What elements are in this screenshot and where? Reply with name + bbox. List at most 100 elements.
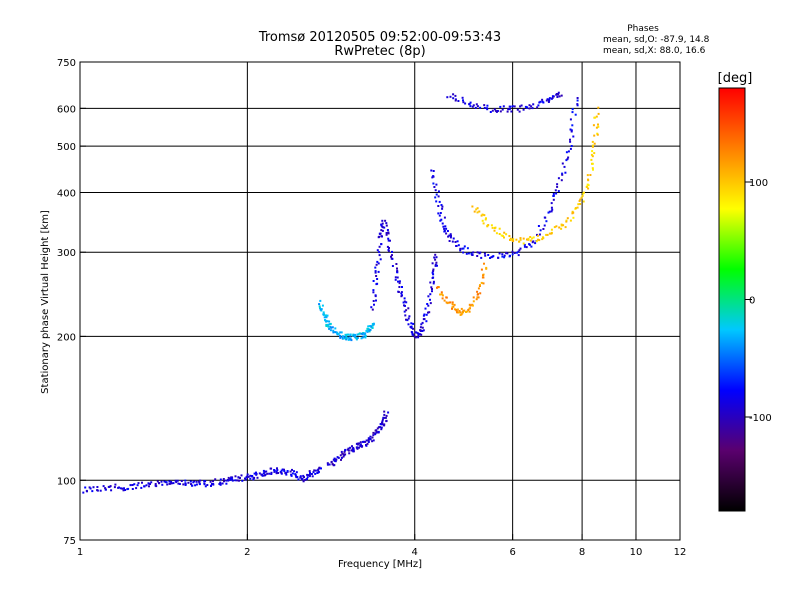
data-point: [364, 334, 367, 337]
data-point: [576, 103, 579, 106]
data-point: [511, 250, 514, 253]
data-point: [110, 489, 113, 492]
data-point: [482, 282, 485, 285]
data-point: [593, 134, 596, 137]
data-point: [263, 474, 266, 477]
data-point: [352, 448, 355, 451]
data-point: [452, 97, 455, 100]
data-point: [212, 483, 215, 486]
data-point: [366, 442, 369, 445]
data-point: [163, 480, 166, 483]
data-point: [481, 213, 484, 216]
data-point: [434, 253, 437, 256]
data-point: [421, 321, 424, 324]
data-point: [306, 473, 309, 476]
data-point: [522, 242, 525, 245]
data-point: [472, 104, 475, 107]
data-point: [377, 270, 380, 273]
data-point: [546, 233, 549, 236]
data-point: [372, 291, 375, 294]
x-tick-label: 6: [509, 547, 515, 558]
data-point: [362, 332, 365, 334]
data-point: [340, 456, 343, 459]
data-point: [569, 140, 572, 143]
data-point: [483, 214, 486, 217]
data-point: [579, 198, 582, 201]
data-point: [572, 135, 575, 138]
data-point: [595, 126, 598, 129]
data-point: [328, 323, 331, 326]
data-point: [460, 307, 463, 310]
data-point: [571, 124, 574, 127]
data-point: [572, 211, 575, 214]
data-point: [225, 482, 228, 485]
data-point: [472, 251, 475, 254]
data-point: [458, 311, 460, 314]
data-point: [420, 333, 423, 336]
data-point: [493, 227, 496, 229]
data-point: [346, 448, 349, 451]
data-point: [343, 450, 346, 453]
data-point: [410, 326, 413, 329]
data-point: [436, 264, 438, 267]
colorbar: [718, 87, 746, 512]
data-point: [354, 333, 356, 336]
data-point: [435, 256, 438, 259]
data-point: [518, 240, 521, 243]
data-point: [483, 262, 485, 265]
data-point: [445, 227, 448, 230]
data-point: [396, 276, 399, 279]
data-point: [451, 240, 454, 243]
data-point: [352, 334, 354, 337]
data-point: [458, 310, 461, 313]
data-point: [119, 487, 122, 490]
data-point: [89, 487, 92, 490]
data-point: [376, 278, 379, 280]
data-point: [347, 336, 350, 339]
data-point: [374, 429, 377, 432]
data-point: [423, 318, 426, 321]
data-point: [470, 252, 473, 255]
data-point: [286, 470, 289, 472]
data-point: [264, 473, 267, 476]
data-point: [170, 481, 173, 483]
data-point: [289, 470, 292, 473]
data-point: [397, 280, 399, 283]
data-point: [407, 317, 410, 320]
data-point: [161, 483, 164, 486]
data-point: [472, 300, 475, 303]
data-point: [273, 470, 276, 473]
data-point: [536, 238, 539, 241]
data-point: [513, 252, 516, 254]
data-point: [434, 189, 437, 192]
data-point: [383, 413, 386, 416]
data-point: [522, 237, 525, 240]
data-point: [386, 245, 389, 248]
data-point: [546, 98, 549, 101]
data-point: [319, 307, 321, 310]
data-point: [345, 338, 348, 341]
grid-lines: [80, 62, 680, 540]
data-point: [557, 190, 560, 193]
data-point: [397, 291, 400, 293]
data-point: [591, 150, 594, 153]
data-point: [410, 325, 413, 328]
data-point: [449, 233, 452, 236]
data-point: [135, 487, 138, 490]
data-point: [376, 427, 379, 430]
data-point: [331, 326, 334, 329]
data-point: [197, 480, 200, 483]
data-point: [88, 486, 91, 489]
data-point: [420, 323, 423, 326]
data-point: [361, 333, 364, 336]
data-point: [596, 133, 599, 136]
data-point: [550, 210, 553, 213]
data-point: [99, 489, 102, 492]
data-point: [356, 447, 359, 449]
data-point: [360, 337, 363, 340]
data-point: [229, 478, 232, 481]
data-point: [448, 301, 451, 304]
data-point: [204, 480, 207, 483]
